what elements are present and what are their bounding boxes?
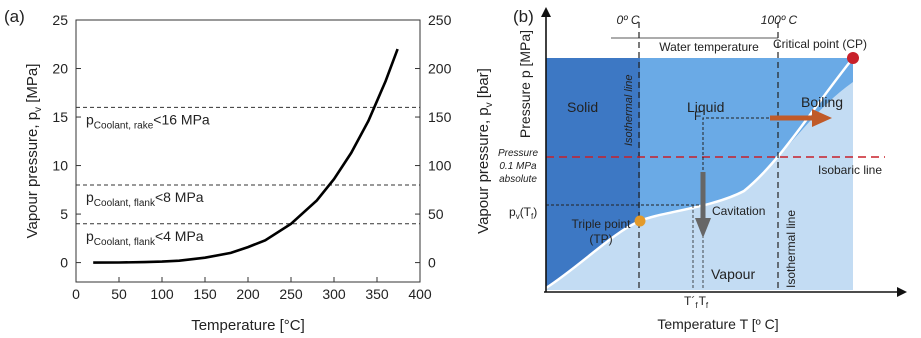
y-tick-label: 25: [52, 12, 68, 28]
pressure-note-2: 0.1 MPa: [499, 161, 537, 172]
x-tick-label: 400: [408, 286, 432, 302]
y2-tick-label: 100: [428, 158, 452, 174]
vapour-label: Vapour: [711, 266, 755, 282]
y-axis-label-left: Vapour pressure, pv [MPa]: [24, 64, 44, 239]
f-path-line: [702, 117, 770, 205]
coolant-pressure-label: pCoolant, flank<4 MPa: [86, 228, 204, 248]
panel-a-label: (a): [4, 7, 25, 26]
panel-a-vapour-pressure-chart: (a) pCoolant, rake<16 MPa pCoolant, flank…: [4, 7, 495, 334]
x-tick-label: 0: [72, 286, 80, 302]
y-axis-label-right: Vapour pressure, pv [bar]: [475, 68, 495, 234]
point-f-label: F: [694, 109, 701, 123]
x-tick-label: 150: [193, 286, 217, 302]
solid-region: [546, 58, 640, 288]
tf-labels: T´fTf: [684, 294, 709, 310]
critical-point-marker: [847, 52, 859, 64]
y-tick-label: 20: [52, 61, 68, 77]
critical-point-label: Critical point (CP): [773, 37, 867, 51]
y2-tick-label: 50: [428, 206, 444, 222]
boiling-arrow: [770, 109, 832, 127]
vapour-pressure-curve: [93, 48, 399, 264]
isothermal-label-solid: Isothermal line: [623, 74, 635, 146]
x-tick-label: 350: [365, 286, 389, 302]
triple-point-marker: [634, 215, 646, 227]
liquid-label: Liquid: [687, 99, 724, 115]
coolant-pressure-label: pCoolant, rake<16 MPa: [86, 111, 210, 131]
x-tick-label: 100: [150, 286, 174, 302]
boiling-label: Boiling: [801, 94, 843, 110]
y-tick-label: 15: [52, 109, 68, 125]
coolant-pressure-label: pCoolant, flank<8 MPa: [86, 189, 204, 209]
y2-tick-label: 150: [428, 109, 452, 125]
water-temperature-label: Water temperature: [659, 40, 759, 54]
panel-b-phase-diagram: (b) 0º C: [498, 7, 907, 332]
panel-b-label: (b): [513, 7, 534, 26]
y2-tick-label: 250: [428, 12, 452, 28]
triple-point-label-2: (TP): [589, 232, 612, 246]
x-axis-label-b: Temperature T [º C]: [657, 316, 778, 332]
label-0c: 0º C: [616, 13, 639, 27]
solid-label: Solid: [567, 99, 598, 115]
pv-tf-label: pv(Tf): [509, 205, 537, 221]
y-tick-label: 0: [60, 255, 68, 271]
cavitation-arrow: [695, 172, 711, 238]
y2-tick-label: 0: [428, 255, 436, 271]
pressure-note-1: Pressure: [498, 148, 538, 159]
x-tick-label: 250: [279, 286, 303, 302]
pressure-note-3: absolute: [499, 174, 537, 185]
x-tick-label: 50: [111, 286, 127, 302]
x-tick-label: 200: [236, 286, 260, 302]
y-tick-label: 10: [52, 158, 68, 174]
cavitation-label: Cavitation: [712, 204, 765, 218]
label-100c: 100º C: [761, 13, 798, 27]
x-tick-label: 300: [322, 286, 346, 302]
isothermal-label-vapour: Isothermal line: [784, 210, 798, 288]
triple-point-label-1: Triple point: [572, 217, 632, 231]
x-axis-label-a: Temperature [°C]: [191, 317, 305, 334]
y-tick-label: 5: [60, 206, 68, 222]
y-axis-label-b: Pressure p [MPa]: [517, 30, 533, 138]
y2-tick-label: 200: [428, 61, 452, 77]
isobaric-label: Isobaric line: [818, 163, 882, 177]
